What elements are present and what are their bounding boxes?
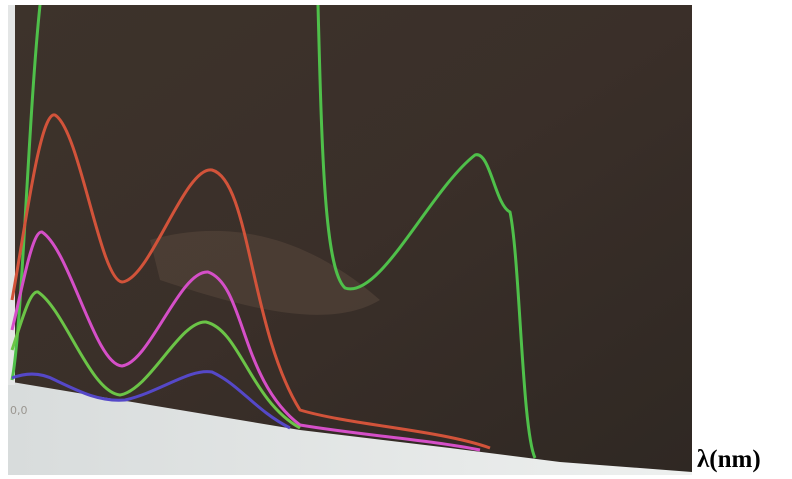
page: 0,0 λ(nm) (() => { const data = JSON.par… (0, 0, 792, 479)
tick-label: 0,0 (10, 404, 28, 417)
screen-photo: 0,0 (0, 0, 792, 479)
axis-caption: λ(nm) (697, 446, 761, 474)
